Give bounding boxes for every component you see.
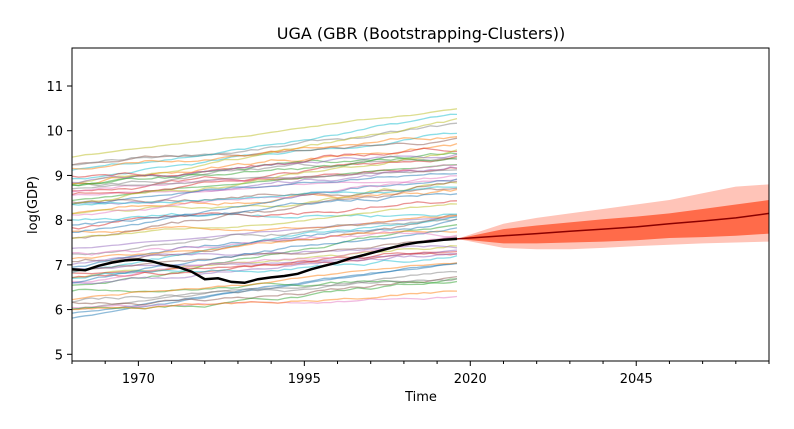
country-series-line [72, 122, 458, 166]
y-tick-label: 9 [55, 169, 63, 184]
country-series-line [72, 227, 458, 284]
country-series-line [72, 275, 458, 306]
y-tick-label: 8 [55, 214, 63, 229]
country-series-line [72, 270, 458, 310]
x-tick-label: 2045 [620, 372, 653, 387]
country-series-line [72, 172, 458, 205]
y-tick-label: 7 [55, 259, 63, 274]
country-series-line [72, 200, 458, 230]
x-axis-label: Time [404, 390, 437, 405]
country-series-line [72, 149, 458, 205]
country-series-line [72, 230, 458, 256]
y-tick-label: 6 [55, 304, 63, 319]
country-series-line [72, 218, 458, 256]
country-series-line [72, 253, 458, 285]
forecast-inner-band [457, 200, 769, 244]
country-series-line [72, 186, 458, 206]
plot-frame [71, 47, 770, 362]
country-series-line [72, 215, 458, 249]
x-tick-label: 1995 [288, 372, 321, 387]
country-series-line [72, 203, 458, 239]
country-series-line [72, 153, 458, 184]
country-series-line [72, 117, 458, 186]
country-series-line [72, 187, 458, 204]
y-tick-label: 5 [55, 348, 63, 363]
country-series-line [72, 188, 458, 215]
country-series-line [72, 236, 458, 272]
plot-area [72, 108, 769, 319]
x-tick-label: 2020 [454, 372, 487, 387]
x-tick-label: 1970 [122, 372, 155, 387]
country-series-line [72, 262, 458, 301]
country-series-line [72, 178, 458, 234]
y-tick-label: 10 [46, 125, 63, 140]
country-series-line [72, 136, 458, 170]
country-series-line [72, 180, 458, 239]
x-axis: 1970 1995 2020 2045 [71, 361, 770, 387]
country-series-line [72, 278, 458, 303]
country-series-line [72, 113, 458, 171]
y-axis: 5 6 7 8 9 10 11 [46, 80, 72, 363]
country-series-line [72, 169, 458, 190]
y-axis-label: log(GDP) [26, 176, 41, 234]
country-series-line [72, 175, 458, 216]
country-series-line [72, 252, 458, 279]
country-series-line [72, 108, 458, 158]
country-series-line [72, 255, 458, 279]
country-series-line [72, 193, 458, 226]
country-series-line [72, 216, 458, 274]
highlight-series-line [72, 237, 458, 285]
forecast-median-line [456, 212, 769, 240]
y-tick-label: 11 [46, 80, 63, 95]
country-series-line [72, 164, 458, 193]
country-series-line [72, 290, 458, 311]
chart-title: UGA (GBR (Bootstrapping-Clusters)) [277, 24, 565, 43]
